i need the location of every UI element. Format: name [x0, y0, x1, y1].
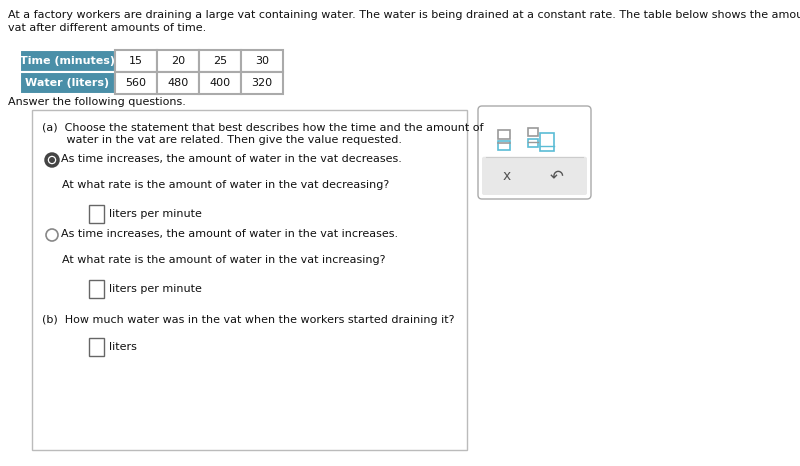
- Bar: [241, 50, 283, 72]
- Bar: [32, 110, 467, 450]
- Bar: [498, 130, 510, 139]
- Text: liters: liters: [109, 342, 137, 352]
- Text: At what rate is the amount of water in the vat decreasing?: At what rate is the amount of water in t…: [62, 180, 390, 190]
- Text: At a factory workers are draining a large vat containing water. The water is bei: At a factory workers are draining a larg…: [8, 10, 800, 20]
- Circle shape: [49, 157, 55, 163]
- Text: Answer the following questions.: Answer the following questions.: [8, 97, 186, 107]
- Bar: [540, 133, 554, 151]
- Text: x: x: [503, 169, 511, 183]
- Bar: [199, 50, 241, 72]
- Text: Time (minutes): Time (minutes): [20, 56, 115, 66]
- Text: 480: 480: [167, 78, 189, 88]
- Text: (a)  Choose the statement that best describes how the time and the amount of: (a) Choose the statement that best descr…: [42, 122, 483, 132]
- FancyBboxPatch shape: [482, 157, 587, 195]
- Bar: [20, 72, 115, 94]
- Text: 560: 560: [126, 78, 146, 88]
- Text: Water (liters): Water (liters): [26, 78, 110, 88]
- Bar: [115, 72, 157, 94]
- Text: vat after different amounts of time.: vat after different amounts of time.: [8, 23, 206, 33]
- Bar: [89, 205, 104, 223]
- Text: 320: 320: [251, 78, 273, 88]
- Text: 400: 400: [210, 78, 230, 88]
- Text: 15: 15: [129, 56, 143, 66]
- Bar: [528, 139, 538, 147]
- Bar: [20, 50, 115, 72]
- Bar: [89, 280, 104, 298]
- Text: 30: 30: [255, 56, 269, 66]
- Bar: [157, 72, 199, 94]
- Text: 20: 20: [171, 56, 185, 66]
- Text: liters per minute: liters per minute: [109, 209, 202, 219]
- Circle shape: [46, 154, 58, 166]
- Text: water in the vat are related. Then give the value requested.: water in the vat are related. Then give …: [42, 135, 402, 145]
- Text: (b)  How much water was in the vat when the workers started draining it?: (b) How much water was in the vat when t…: [42, 315, 454, 325]
- Text: At what rate is the amount of water in the vat increasing?: At what rate is the amount of water in t…: [62, 255, 386, 265]
- Bar: [498, 141, 510, 150]
- Bar: [157, 50, 199, 72]
- Text: As time increases, the amount of water in the vat decreases.: As time increases, the amount of water i…: [61, 154, 402, 164]
- Text: As time increases, the amount of water in the vat increases.: As time increases, the amount of water i…: [61, 229, 398, 239]
- Text: liters per minute: liters per minute: [109, 284, 202, 294]
- Bar: [528, 128, 538, 136]
- FancyBboxPatch shape: [478, 106, 591, 199]
- Bar: [89, 338, 104, 356]
- Circle shape: [46, 229, 58, 241]
- Text: 25: 25: [213, 56, 227, 66]
- Bar: [115, 50, 157, 72]
- Bar: [199, 72, 241, 94]
- Text: ↶: ↶: [550, 167, 564, 185]
- Bar: [241, 72, 283, 94]
